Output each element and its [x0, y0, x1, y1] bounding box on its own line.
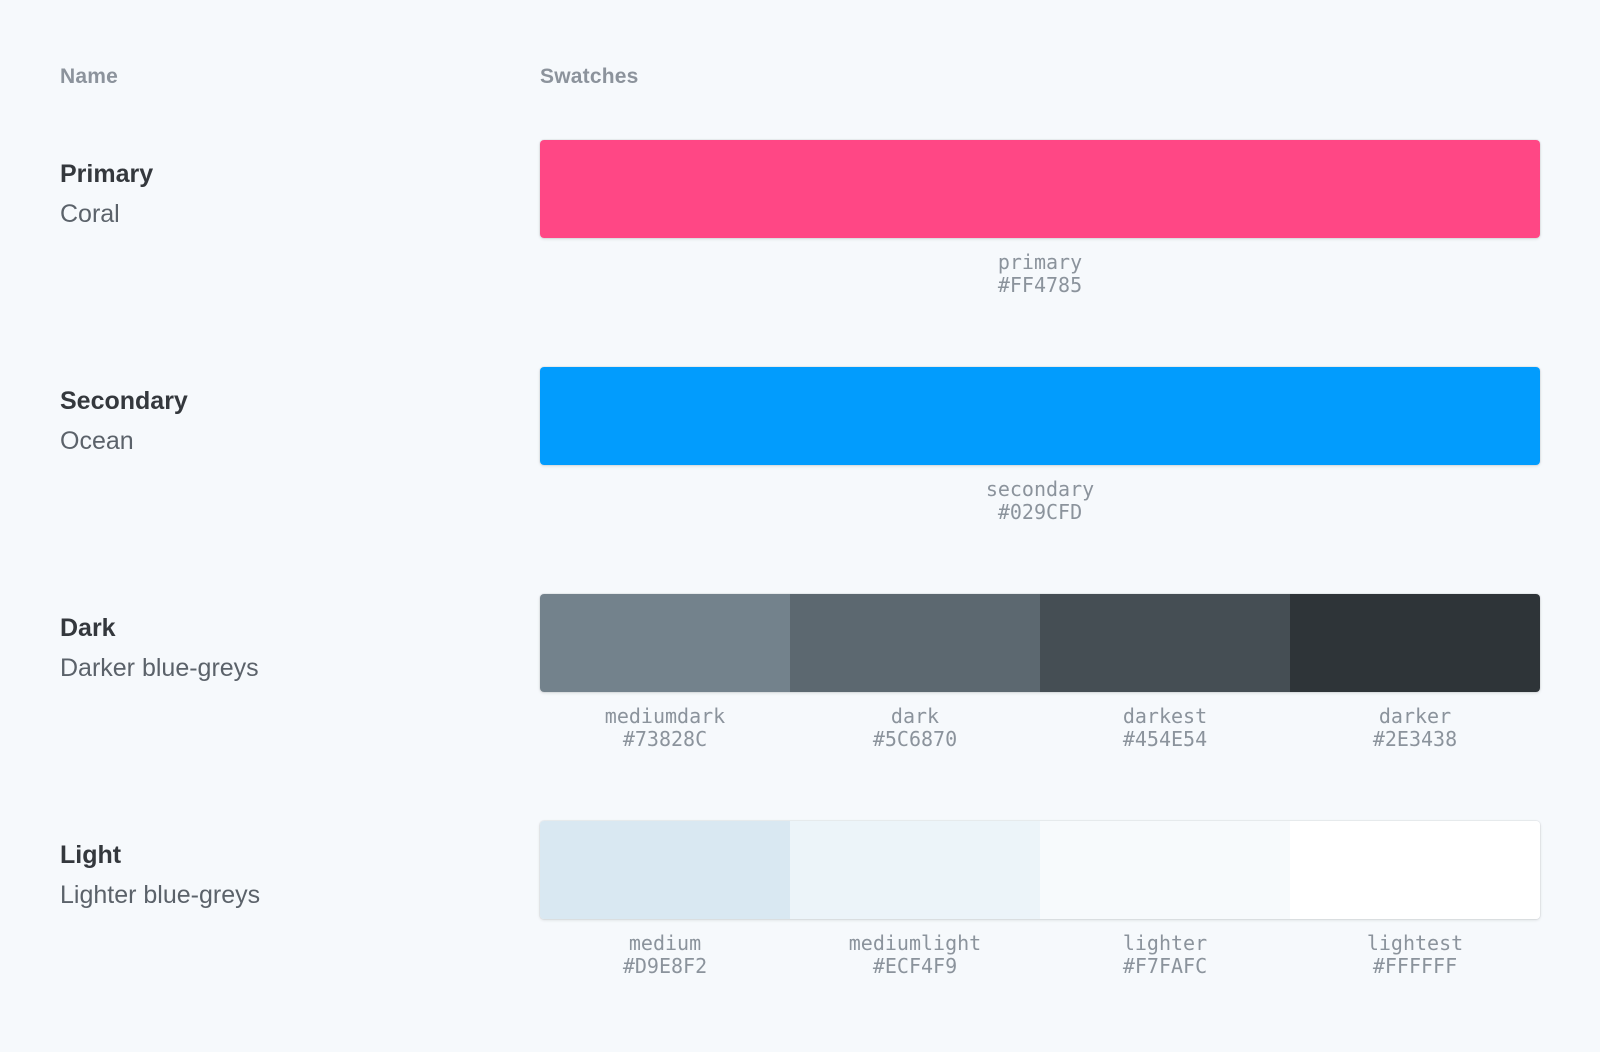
swatch-name: darker: [1378, 704, 1452, 728]
swatch-bar: [540, 821, 1540, 919]
swatch-name: lighter: [1122, 931, 1208, 955]
swatch-darkest: [1040, 594, 1290, 692]
palette-row-swatches: mediumdark #73828C dark #5C6870 darkest …: [540, 594, 1540, 821]
swatch-darker: [1290, 594, 1540, 692]
swatch-name: dark: [890, 704, 940, 728]
swatch-label: medium #D9E8F2: [540, 932, 790, 978]
swatch-label: darker #2E3438: [1290, 705, 1540, 751]
swatch-labels: medium #D9E8F2 mediumlight #ECF4F9 light…: [540, 932, 1540, 978]
row-subtitle: Coral: [60, 200, 120, 228]
swatch-labels: secondary #029CFD: [540, 478, 1540, 524]
swatch-lightest: [1290, 821, 1540, 919]
swatch-name: primary: [997, 250, 1083, 274]
swatch-bar: [540, 367, 1540, 465]
swatch-mediumdark: [540, 594, 790, 692]
column-header-name: Name: [60, 65, 118, 88]
swatch-label: lighter #F7FAFC: [1040, 932, 1290, 978]
swatch-labels: primary #FF4785: [540, 251, 1540, 297]
palette-row-swatches: primary #FF4785: [540, 140, 1540, 367]
swatch-label: dark #5C6870: [790, 705, 1040, 751]
swatch-hex: #029CFD: [997, 500, 1083, 524]
palette-row-dark: Dark Darker blue-greys mediumdark #73828…: [60, 594, 1540, 821]
palette-row-info: Dark Darker blue-greys: [60, 594, 540, 821]
swatch-label: mediumlight #ECF4F9: [790, 932, 1040, 978]
row-subtitle: Darker blue-greys: [60, 654, 259, 682]
swatch-name: medium: [628, 931, 702, 955]
swatch-medium: [540, 821, 790, 919]
swatch-name: secondary: [985, 477, 1095, 501]
swatch-label: mediumdark #73828C: [540, 705, 790, 751]
swatch-lighter: [1040, 821, 1290, 919]
row-title: Primary: [60, 160, 154, 188]
row-title: Light: [60, 841, 122, 869]
swatch-name: mediumlight: [848, 931, 982, 955]
palette-row-secondary: Secondary Ocean secondary #029CFD: [60, 367, 1540, 594]
palette-row-swatches: secondary #029CFD: [540, 367, 1540, 594]
swatch-hex: #454E54: [1122, 727, 1208, 751]
swatch-dark: [790, 594, 1040, 692]
swatch-label: lightest #FFFFFF: [1290, 932, 1540, 978]
swatch-labels: mediumdark #73828C dark #5C6870 darkest …: [540, 705, 1540, 751]
swatch-hex: #FF4785: [997, 273, 1083, 297]
swatch-hex: #2E3438: [1372, 727, 1458, 751]
swatch-label: darkest #454E54: [1040, 705, 1290, 751]
palette-row-info: Primary Coral: [60, 140, 540, 367]
column-header-swatches: Swatches: [540, 65, 639, 88]
palette-row-primary: Primary Coral primary #FF4785: [60, 140, 1540, 367]
swatch-name: mediumdark: [604, 704, 726, 728]
palette-row-swatches: medium #D9E8F2 mediumlight #ECF4F9 light…: [540, 821, 1540, 1048]
row-subtitle: Ocean: [60, 427, 134, 455]
palette-row-info: Secondary Ocean: [60, 367, 540, 594]
column-headers: Name Swatches: [60, 64, 1540, 90]
swatch-bar: [540, 594, 1540, 692]
swatch-label: primary #FF4785: [540, 251, 1540, 297]
swatch-primary: [540, 140, 1540, 238]
swatch-mediumlight: [790, 821, 1040, 919]
row-title: Dark: [60, 614, 116, 642]
swatch-hex: #73828C: [622, 727, 708, 751]
row-subtitle: Lighter blue-greys: [60, 881, 261, 909]
swatch-hex: #5C6870: [872, 727, 958, 751]
swatch-hex: #D9E8F2: [622, 954, 708, 978]
swatch-name: darkest: [1122, 704, 1208, 728]
swatch-hex: #FFFFFF: [1372, 954, 1458, 978]
swatch-bar: [540, 140, 1540, 238]
swatch-name: lightest: [1366, 931, 1464, 955]
swatch-hex: #ECF4F9: [872, 954, 958, 978]
row-title: Secondary: [60, 387, 188, 415]
swatch-secondary: [540, 367, 1540, 465]
swatch-hex: #F7FAFC: [1122, 954, 1208, 978]
swatch-label: secondary #029CFD: [540, 478, 1540, 524]
palette-row-info: Light Lighter blue-greys: [60, 821, 540, 1048]
palette-row-light: Light Lighter blue-greys medium #D9E8F2 …: [60, 821, 1540, 1048]
